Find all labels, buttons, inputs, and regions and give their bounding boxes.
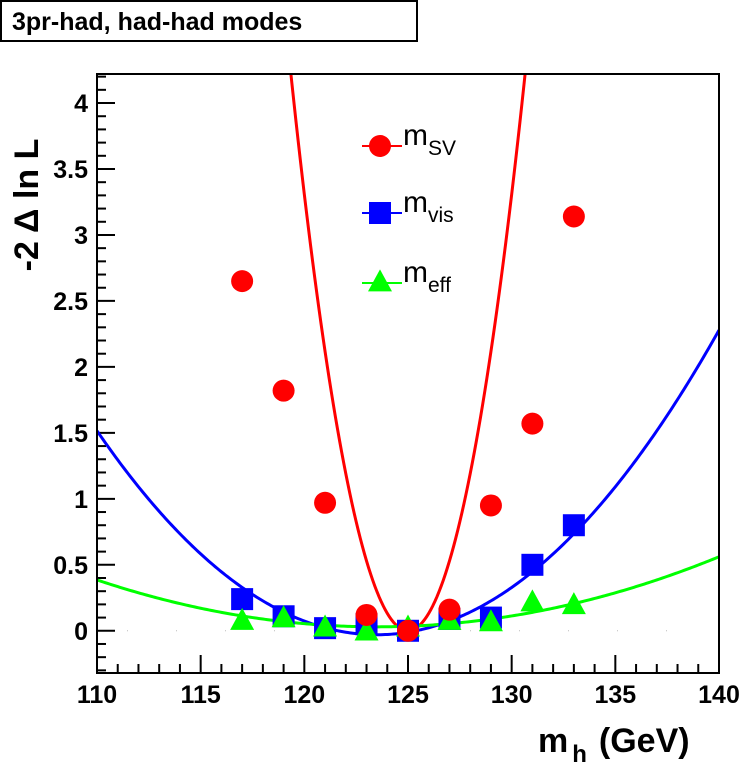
y-tick-label: 0.5 <box>53 552 88 580</box>
data-point-eff <box>354 618 379 641</box>
data-point-SV <box>355 603 378 626</box>
data-point-SV <box>272 379 295 402</box>
data-point-SV <box>521 412 544 435</box>
chart-title-box: 3pr-had, had-had modes <box>0 0 418 42</box>
data-point-SV <box>562 205 585 228</box>
x-tick-label: 110 <box>77 681 117 709</box>
x-tick-label: 130 <box>491 681 533 709</box>
x-tick-label: 135 <box>594 681 636 709</box>
x-axis-title-sub: h <box>572 741 587 763</box>
legend-marker-eff <box>368 269 392 292</box>
data-point-SV <box>479 494 502 517</box>
x-tick-label: 120 <box>283 681 325 709</box>
x-axis-title-unit: (GeV) <box>599 722 690 760</box>
x-tick-label: 125 <box>387 681 429 709</box>
legend-marker-vis <box>369 202 391 224</box>
y-axis-title: -2 Δ ln L <box>8 139 46 272</box>
y-tick-label: 3 <box>74 222 88 250</box>
y-tick-label: 1.5 <box>53 420 88 448</box>
legend-label-eff: meff <box>403 256 451 297</box>
y-tick-label: 0 <box>74 618 88 646</box>
data-markers <box>230 205 586 642</box>
svg-text:mh(GeV): m h (GeV) <box>538 722 690 763</box>
data-point-SV <box>314 491 337 514</box>
legend: mSV mvis meff <box>362 119 456 297</box>
data-point-eff <box>478 609 503 632</box>
data-point-SV <box>231 270 254 293</box>
legend-label-vis: mvis <box>403 186 454 227</box>
x-tick-label: 140 <box>698 681 740 709</box>
data-point-SV <box>438 598 461 621</box>
y-tick-label: 2 <box>74 354 88 382</box>
data-point-SV <box>397 619 419 642</box>
data-point-eff <box>520 589 545 612</box>
data-point-eff <box>313 614 338 637</box>
data-point-eff <box>230 607 255 630</box>
y-axis: 0 0.5 1 1.5 2 2.5 3 3.5 4 <box>53 75 115 672</box>
x-axis-title: m h (GeV) <box>538 722 690 763</box>
data-point-vis <box>562 514 585 537</box>
chart-title: 3pr-had, had-had modes <box>12 8 302 36</box>
y-tick-label: 3.5 <box>53 156 88 184</box>
data-point-eff <box>561 592 586 615</box>
y-tick-label: 2.5 <box>53 288 88 316</box>
x-axis-title-main: m <box>538 722 568 760</box>
data-point-eff <box>271 605 296 628</box>
y-tick-label: 1 <box>74 486 88 514</box>
y-tick-label: 4 <box>74 90 88 118</box>
legend-marker-SV <box>369 135 391 157</box>
legend-label-SV: mSV <box>403 119 456 160</box>
x-axis: 110 115 120 125 130 135 140 <box>77 655 740 709</box>
x-tick-label: 115 <box>180 681 220 709</box>
data-point-vis <box>521 553 544 576</box>
data-point-vis <box>231 588 254 611</box>
